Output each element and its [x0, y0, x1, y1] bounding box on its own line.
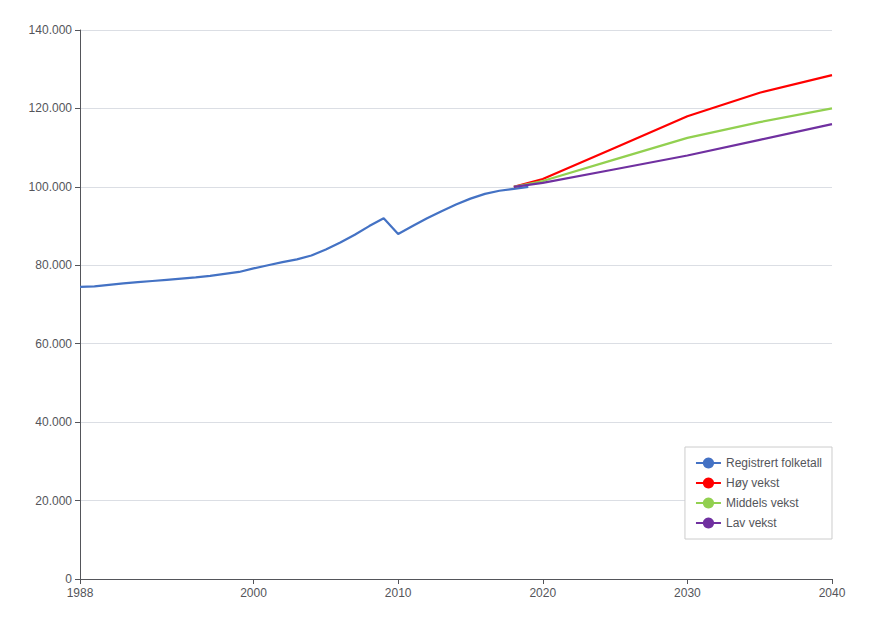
svg-text:60.000: 60.000: [35, 337, 72, 351]
svg-text:Registrert folketall: Registrert folketall: [726, 456, 822, 470]
svg-text:2040: 2040: [819, 586, 846, 600]
svg-text:2010: 2010: [385, 586, 412, 600]
svg-text:80.000: 80.000: [35, 258, 72, 272]
svg-text:20.000: 20.000: [35, 494, 72, 508]
svg-text:100.000: 100.000: [29, 180, 73, 194]
svg-text:120.000: 120.000: [29, 101, 73, 115]
svg-text:Høy vekst: Høy vekst: [726, 476, 780, 490]
svg-text:0: 0: [65, 572, 72, 586]
svg-text:2020: 2020: [529, 586, 556, 600]
svg-text:140.000: 140.000: [29, 23, 73, 37]
svg-text:40.000: 40.000: [35, 415, 72, 429]
svg-text:2000: 2000: [240, 586, 267, 600]
svg-text:1988: 1988: [67, 586, 94, 600]
svg-text:Lav vekst: Lav vekst: [726, 516, 777, 530]
svg-text:2030: 2030: [674, 586, 701, 600]
svg-text:Middels vekst: Middels vekst: [726, 496, 799, 510]
